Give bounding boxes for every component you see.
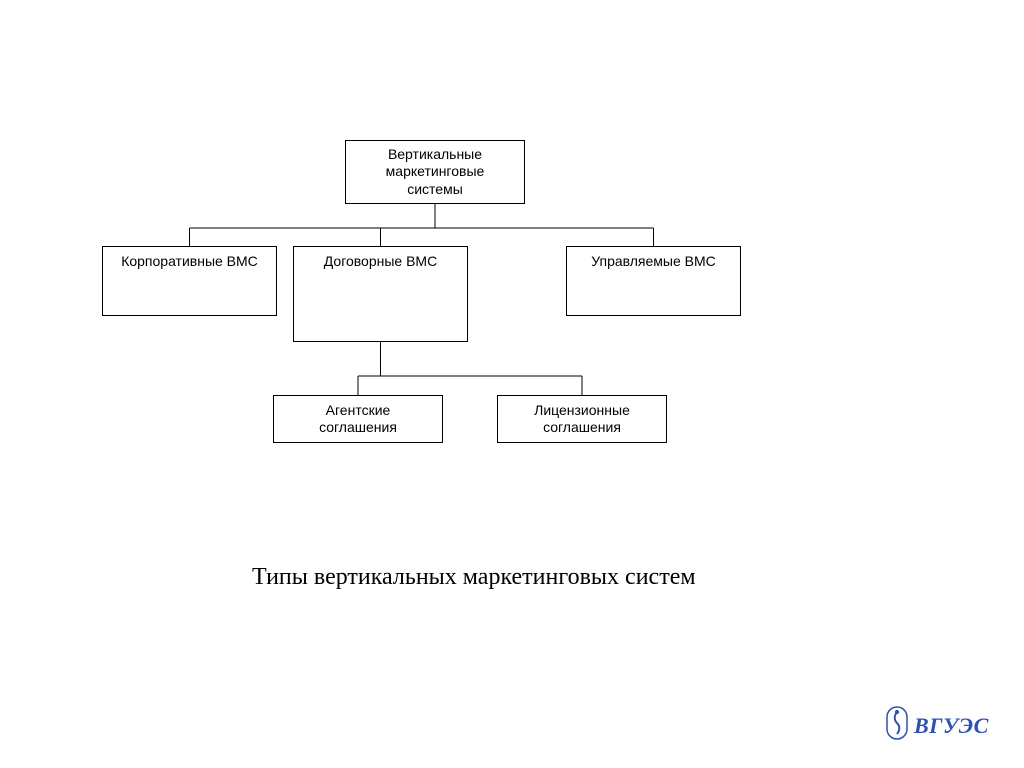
logo-text: ВГУЭС <box>914 713 989 739</box>
caption-text: Типы вертикальных маркетинговых систем <box>252 564 696 590</box>
node-corporate: Корпоративные ВМС <box>102 246 277 316</box>
node-root-label: Вертикальныемаркетинговыесистемы <box>386 146 485 199</box>
node-agent: Агентскиесоглашения <box>273 395 443 443</box>
diagram-edges <box>0 0 1024 768</box>
node-corporate-label: Корпоративные ВМС <box>121 253 258 271</box>
node-contract-label: Договорные ВМС <box>324 253 437 271</box>
node-managed: Управляемые ВМС <box>566 246 741 316</box>
logo-icon <box>886 706 908 745</box>
node-agent-label: Агентскиесоглашения <box>319 402 397 437</box>
node-license-label: Лицензионныесоглашения <box>534 402 630 437</box>
node-license: Лицензионныесоглашения <box>497 395 667 443</box>
diagram-caption: Типы вертикальных маркетинговых систем <box>252 564 696 591</box>
logo: ВГУЭС <box>886 706 989 745</box>
node-contract: Договорные ВМС <box>293 246 468 342</box>
node-root: Вертикальныемаркетинговыесистемы <box>345 140 525 204</box>
node-managed-label: Управляемые ВМС <box>591 253 716 271</box>
